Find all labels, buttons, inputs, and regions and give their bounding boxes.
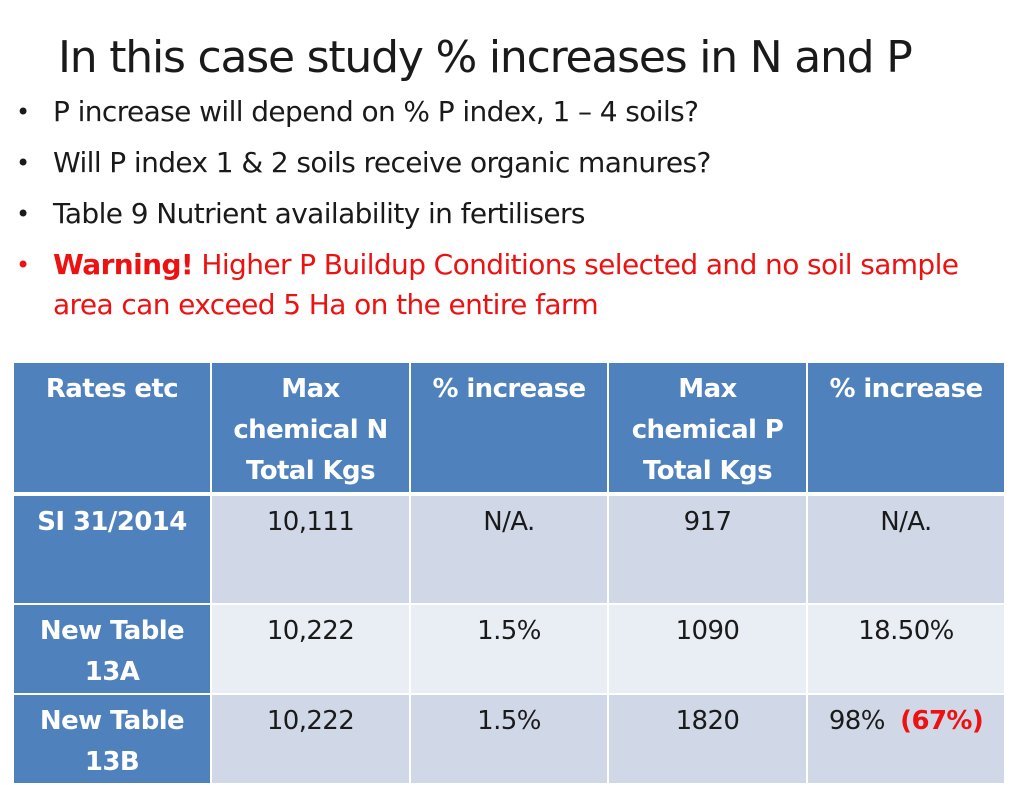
cell-p-total: 917	[607, 493, 808, 605]
header-rates: Rates etc	[12, 361, 212, 496]
table-row: New Table 13B 10,222 1.5% 1820 98% (67%)	[12, 693, 1006, 785]
header-max-p: Max chemical P Total Kgs	[607, 361, 808, 496]
bullet-text: P increase will depend on % P index, 1 –…	[53, 95, 699, 128]
cell-p-increase: 18.50%	[806, 603, 1006, 695]
bullet-dot-icon: •	[16, 98, 30, 126]
row-label: New Table 13B	[12, 693, 212, 785]
bullet-list: • P increase will depend on % P index, 1…	[14, 92, 1004, 336]
header-p-increase: % increase	[806, 361, 1006, 496]
bullet-text: Table 9 Nutrient availability in fertili…	[53, 197, 585, 230]
p-increase-value: N/A.	[880, 507, 932, 537]
bullet-item: • Will P index 1 & 2 soils receive organ…	[14, 143, 1004, 183]
bullet-dot-icon: •	[16, 149, 30, 177]
cell-n-increase: N/A.	[409, 493, 609, 605]
row-label: SI 31/2014	[12, 493, 212, 605]
cell-p-increase: N/A.	[806, 493, 1006, 605]
cell-p-total: 1090	[607, 603, 808, 695]
cell-n-total: 10,222	[210, 693, 411, 785]
bullet-dot-icon: •	[16, 251, 30, 279]
cell-n-increase: 1.5%	[409, 603, 609, 695]
cell-n-increase: 1.5%	[409, 693, 609, 785]
bullet-text: Will P index 1 & 2 soils receive organic…	[53, 146, 711, 179]
cell-n-total: 10,222	[210, 603, 411, 695]
cell-n-total: 10,111	[210, 493, 411, 605]
p-increase-note: (67%)	[900, 706, 984, 736]
table-row: New Table 13A 10,222 1.5% 1090 18.50%	[12, 603, 1006, 695]
p-increase-value: 98%	[828, 706, 886, 736]
rates-table: Rates etc Max chemical N Total Kgs % inc…	[12, 361, 1006, 785]
p-increase-value: 18.50%	[858, 616, 954, 646]
row-label: New Table 13A	[12, 603, 212, 695]
table-header-row: Rates etc Max chemical N Total Kgs % inc…	[12, 361, 1006, 496]
cell-p-increase: 98% (67%)	[806, 693, 1006, 785]
bullet-item: • P increase will depend on % P index, 1…	[14, 92, 1004, 132]
warning-label: Warning!	[53, 248, 194, 281]
header-max-n: Max chemical N Total Kgs	[210, 361, 411, 496]
cell-p-total: 1820	[607, 693, 808, 785]
warning-bullet: • Warning! Higher P Buildup Conditions s…	[14, 245, 1004, 325]
bullet-dot-icon: •	[16, 200, 30, 228]
warning-text: Higher P Buildup Conditions selected and…	[53, 248, 959, 321]
slide-title: In this case study % increases in N and …	[58, 32, 913, 83]
table-row: SI 31/2014 10,111 N/A. 917 N/A.	[12, 493, 1006, 605]
header-n-increase: % increase	[409, 361, 609, 496]
bullet-item: • Table 9 Nutrient availability in ferti…	[14, 194, 1004, 234]
